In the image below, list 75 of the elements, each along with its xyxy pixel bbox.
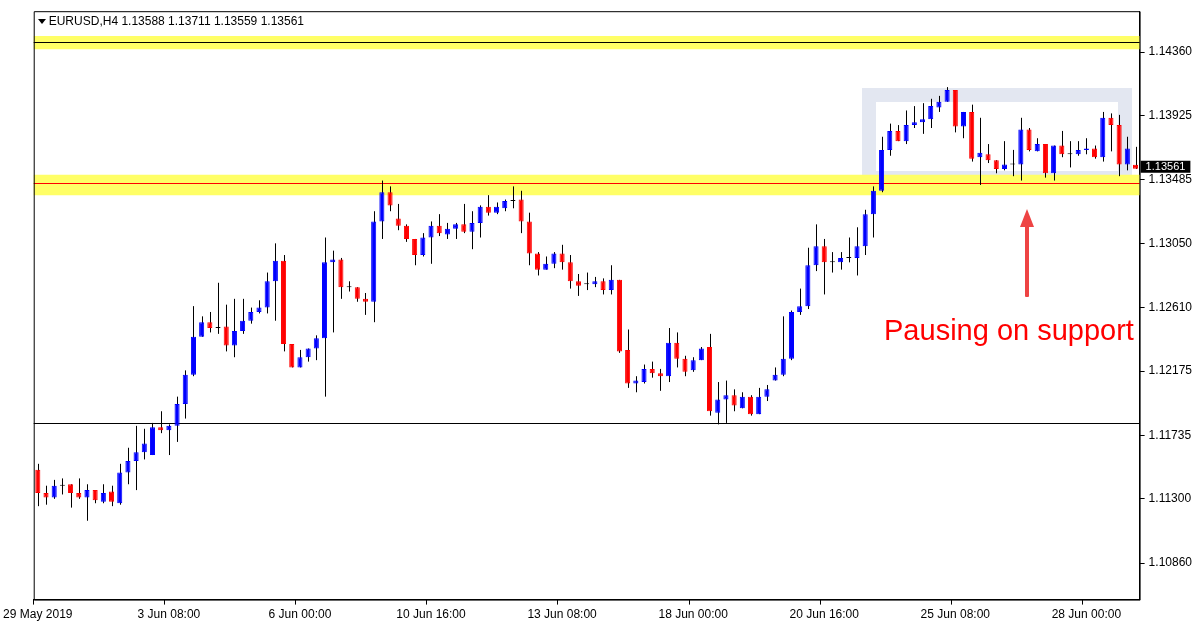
candlestick (920, 102, 926, 135)
candlestick (1026, 127, 1032, 152)
candlestick (461, 203, 467, 234)
candlestick (100, 483, 106, 504)
candlestick (928, 98, 934, 129)
candlestick (854, 226, 860, 276)
candlestick (870, 185, 876, 239)
candlestick (747, 394, 754, 417)
candlestick (731, 388, 737, 412)
y-tick-label: 1.11300 (1148, 491, 1192, 506)
candlestick (960, 111, 967, 139)
candlestick (534, 251, 541, 276)
candlestick (682, 355, 688, 377)
candlestick (109, 485, 115, 507)
candlestick (133, 425, 139, 491)
candlestick (223, 304, 229, 352)
y-tick-label: 1.13050 (1148, 235, 1193, 250)
candlestick (231, 298, 237, 358)
candlestick (313, 334, 319, 361)
candlestick (330, 250, 336, 333)
candlestick (756, 387, 762, 415)
candlestick (903, 109, 909, 145)
x-tick-label: 13 Jun 08:00 (527, 607, 598, 622)
candlestick (387, 185, 393, 212)
candlestick (641, 364, 647, 385)
candlestick (84, 483, 90, 522)
candlestick (272, 242, 278, 322)
candlestick (412, 238, 418, 266)
y-tick-label: 1.12610 (1148, 299, 1193, 314)
candlestick (395, 203, 401, 231)
candlestick (1124, 136, 1130, 171)
candlestick (985, 143, 991, 164)
y-tick-label: 1.13485 (1148, 172, 1193, 187)
y-tick-label: 1.10860 (1148, 555, 1193, 570)
x-tick-label: 28 Jun 00:00 (1051, 607, 1122, 622)
candlestick (207, 311, 213, 333)
candlestick (575, 273, 582, 297)
candlestick (821, 238, 827, 295)
candlestick (485, 194, 491, 217)
candlestick (362, 292, 369, 316)
x-tick-label: 10 Jun 16:00 (396, 607, 467, 622)
candlestick (797, 288, 803, 316)
candlestick (518, 190, 524, 234)
candlestick (780, 315, 786, 377)
candlestick (1108, 112, 1114, 152)
candlestick (436, 213, 442, 237)
candlestick (477, 204, 483, 239)
candlestick (125, 447, 131, 485)
candlestick (420, 232, 426, 257)
y-tick-label: 1.13925 (1148, 107, 1193, 122)
text: 1.13561 (1145, 159, 1186, 172)
candlestick (608, 264, 614, 295)
candlestick (240, 298, 246, 335)
candlestick (674, 331, 680, 368)
chart-title: EURUSD,H4 1.13588 1.13711 1.13559 1.13561 (48, 14, 305, 29)
y-tick-label: 1.11735 (1148, 427, 1192, 442)
candlestick (911, 105, 917, 129)
x-tick-label: 25 Jun 08:00 (920, 607, 991, 622)
candlestick (51, 479, 57, 500)
candlestick (813, 223, 819, 272)
candlestick (141, 428, 147, 460)
x-tick-label: 6 Jun 00:00 (268, 607, 332, 622)
candlestick (887, 123, 893, 157)
y-tick-label: 1.14360 (1148, 44, 1193, 59)
candlestick (469, 210, 475, 250)
candlestick (567, 254, 573, 290)
candlestick (43, 485, 49, 506)
x-tick-label: 29 May 2019 (3, 607, 73, 622)
candlestick (657, 368, 663, 392)
y-tick-label: 1.12175 (1148, 363, 1193, 378)
candlestick (428, 220, 434, 265)
x-tick-label: 20 Jun 16:00 (789, 607, 860, 622)
annotation: Pausing on support (884, 313, 1134, 347)
x-tick-label: 18 Jun 00:00 (658, 607, 729, 622)
x-tick-label: 3 Jun 08:00 (137, 607, 201, 622)
